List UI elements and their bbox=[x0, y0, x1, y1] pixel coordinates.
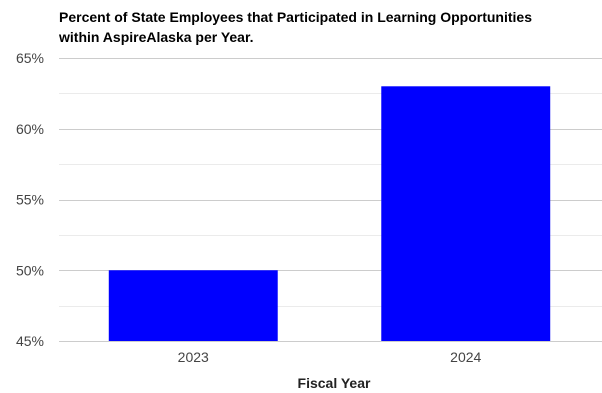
bar-2024 bbox=[381, 86, 551, 341]
x-axis-ticks: 2023 2024 bbox=[178, 349, 482, 365]
y-tick-label: 45% bbox=[16, 333, 44, 349]
y-axis-ticks: 45% 50% 55% 60% 65% bbox=[16, 50, 44, 349]
bars bbox=[108, 86, 551, 341]
y-tick-label: 55% bbox=[16, 192, 44, 208]
x-axis-title: Fiscal Year bbox=[298, 375, 371, 391]
bar-2023 bbox=[108, 270, 278, 341]
chart-title: Percent of State Employees that Particip… bbox=[58, 9, 532, 45]
y-tick-label: 50% bbox=[16, 262, 44, 278]
chart-title-line-2: within AspireAlaska per Year. bbox=[58, 29, 254, 45]
y-tick-label: 65% bbox=[16, 50, 44, 66]
x-tick-label: 2023 bbox=[178, 349, 209, 365]
chart-title-line-1: Percent of State Employees that Particip… bbox=[59, 9, 532, 25]
y-tick-label: 60% bbox=[16, 121, 44, 137]
x-tick-label: 2024 bbox=[450, 349, 481, 365]
